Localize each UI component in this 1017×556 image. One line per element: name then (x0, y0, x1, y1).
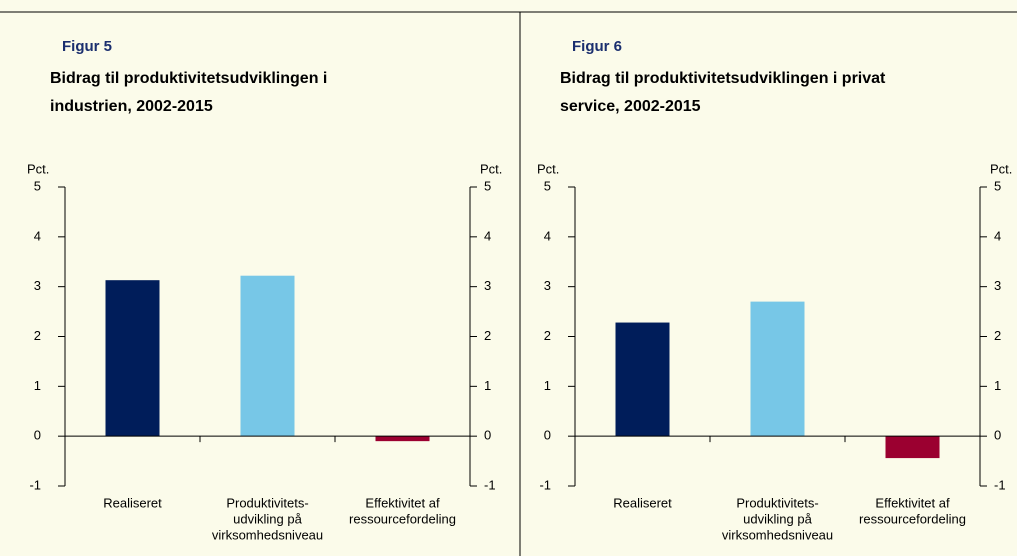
bar (885, 436, 940, 459)
x-tick-label: Produktivitets- (226, 495, 308, 510)
y-tick-label: 4 (544, 228, 551, 243)
y-tick-label: -1 (29, 477, 41, 492)
y-axis-label: Pct. (537, 161, 559, 176)
y-tick-label: 5 (544, 178, 551, 193)
x-tick-label: Effektivitet af (875, 495, 950, 510)
bar (105, 280, 160, 437)
y2-tick-label: 0 (994, 428, 1001, 443)
chart-title: service, 2002-2015 (560, 98, 701, 115)
chart-title: industrien, 2002-2015 (50, 98, 213, 115)
y2-tick-label: 2 (484, 328, 491, 343)
y2-axis-label: Pct. (990, 161, 1012, 176)
y2-tick-label: 1 (994, 378, 1001, 393)
y-tick-label: 0 (34, 428, 41, 443)
y2-tick-label: 4 (994, 228, 1001, 243)
y-tick-label: 2 (544, 328, 551, 343)
y-tick-label: 0 (544, 428, 551, 443)
y2-tick-label: 3 (994, 278, 1001, 293)
x-tick-label: ressourcefordeling (859, 511, 966, 526)
y-tick-label: 3 (544, 278, 551, 293)
x-tick-label: virksomhedsniveau (212, 527, 323, 542)
bar (615, 322, 670, 437)
x-tick-label: ressourcefordeling (349, 511, 456, 526)
x-tick-label: Produktivitets- (736, 495, 818, 510)
x-tick-label: Realiseret (613, 495, 672, 510)
y2-tick-label: -1 (994, 477, 1006, 492)
y2-tick-label: 0 (484, 428, 491, 443)
bar (750, 301, 805, 437)
figure-label: Figur 5 (62, 38, 112, 55)
figure-label: Figur 6 (572, 38, 622, 55)
chart-title: Bidrag til produktivitetsudviklingen i p… (560, 70, 886, 87)
y-tick-label: 1 (34, 378, 41, 393)
y-tick-label: 2 (34, 328, 41, 343)
y2-tick-label: 5 (484, 178, 491, 193)
x-tick-label: udvikling på (233, 511, 302, 526)
bar (375, 436, 430, 442)
y-tick-label: 1 (544, 378, 551, 393)
y-tick-label: -1 (539, 477, 551, 492)
chart-title: Bidrag til produktivitetsudviklingen i (50, 70, 327, 87)
y2-axis-label: Pct. (480, 161, 502, 176)
bar (240, 275, 295, 437)
y-tick-label: 4 (34, 228, 41, 243)
x-tick-label: Realiseret (103, 495, 162, 510)
y-axis-label: Pct. (27, 161, 49, 176)
x-tick-label: virksomhedsniveau (722, 527, 833, 542)
x-tick-label: Effektivitet af (365, 495, 440, 510)
y2-tick-label: 1 (484, 378, 491, 393)
y2-tick-label: 3 (484, 278, 491, 293)
y-tick-label: 3 (34, 278, 41, 293)
y2-tick-label: -1 (484, 477, 496, 492)
y2-tick-label: 4 (484, 228, 491, 243)
y2-tick-label: 5 (994, 178, 1001, 193)
y-tick-label: 5 (34, 178, 41, 193)
x-tick-label: udvikling på (743, 511, 812, 526)
y2-tick-label: 2 (994, 328, 1001, 343)
